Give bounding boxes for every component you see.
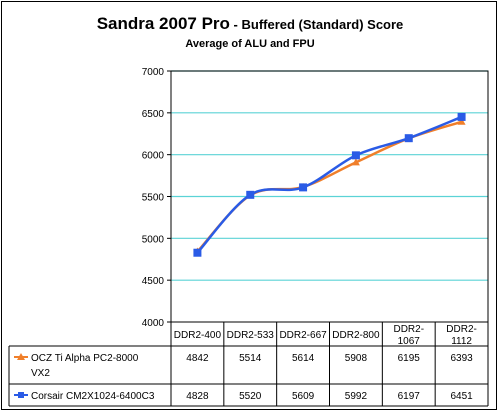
chart-title-main: Sandra 2007 Pro	[96, 14, 230, 33]
chart-title-suffix: - Buffered (Standard) Score	[229, 17, 404, 32]
chart-subtitle: Average of ALU and FPU	[185, 38, 315, 50]
chart-title: Sandra 2007 Pro - Buffered (Standard) Sc…	[0, 14, 500, 34]
